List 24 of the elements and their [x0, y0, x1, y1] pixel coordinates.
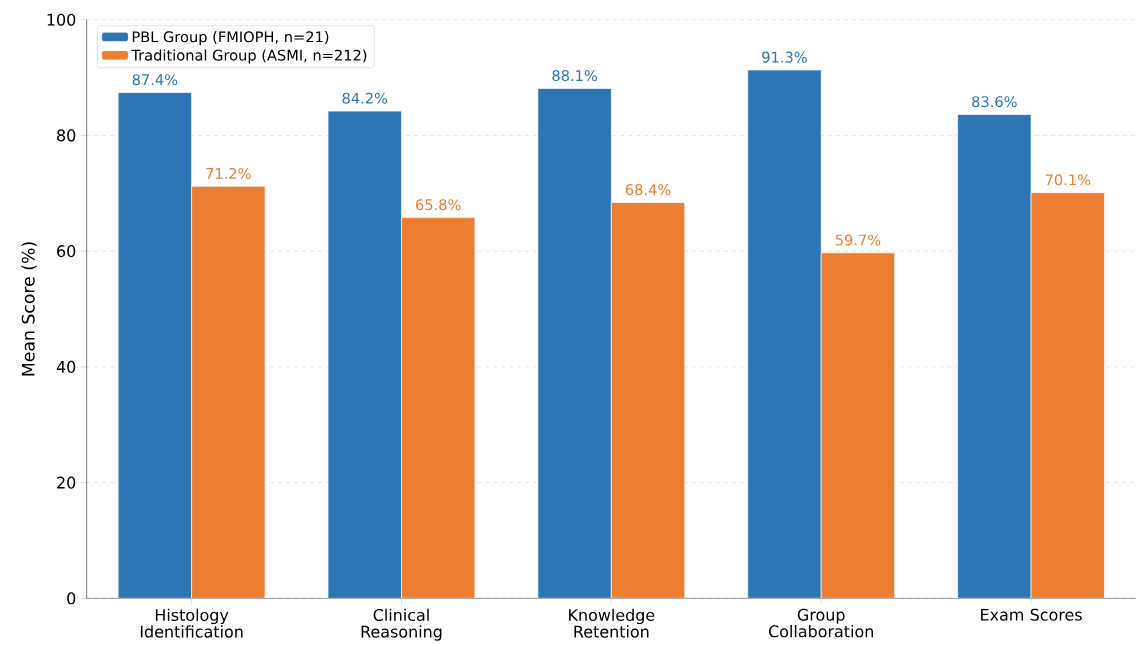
data-label: 83.6%: [972, 96, 1017, 108]
x-tick-label: Exam Scores: [981, 608, 1082, 621]
data-label: 59.7%: [835, 234, 881, 246]
x-tick-label: Knowledge Retention: [569, 608, 655, 638]
data-label: 87.4%: [132, 74, 178, 86]
data-label: 91.3%: [762, 51, 807, 63]
legend-label: PBL Group (FMIOPH, n=21): [132, 31, 329, 46]
data-label: 88.1%: [552, 70, 597, 82]
y-axis-title: Mean Score (%): [21, 242, 37, 376]
data-label: 68.4%: [625, 184, 671, 196]
y-tick-label: 0: [67, 592, 76, 605]
data-label: 71.2%: [206, 167, 251, 179]
data-label: 84.2%: [342, 92, 388, 104]
x-tick-label: Histology Identification: [140, 608, 243, 638]
y-tick-label: 20: [57, 476, 76, 489]
y-tick-label: 80: [57, 129, 76, 142]
y-tick-label: 100: [47, 13, 76, 26]
y-tick-label: 60: [57, 245, 76, 258]
data-label: 65.8%: [416, 199, 461, 211]
x-tick-label: Group Collaboration: [768, 608, 873, 638]
y-tick-label: 40: [56, 360, 76, 373]
x-tick-label: Clinical Reasoning: [361, 608, 442, 641]
data-label: 70.1%: [1045, 174, 1091, 186]
legend-label: Traditional Group (ASMI, n=212): [131, 49, 367, 64]
